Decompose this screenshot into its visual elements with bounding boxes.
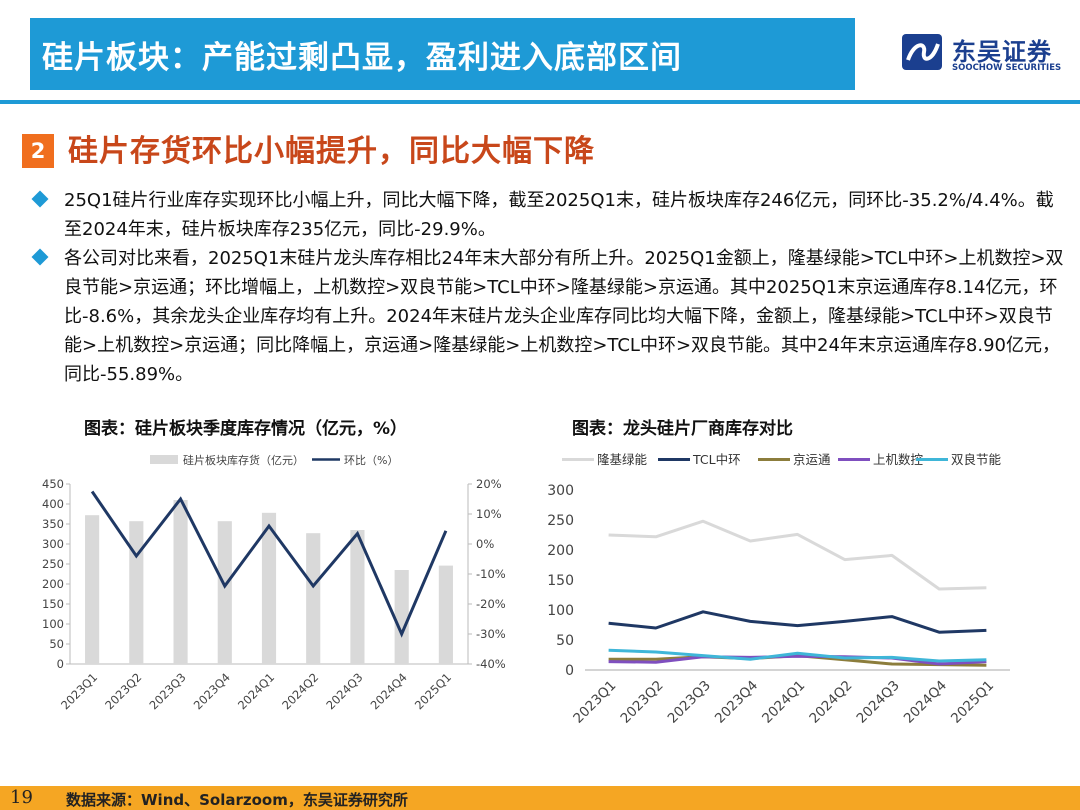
- legend-label-bars: 硅片板块库存货（亿元）: [183, 453, 304, 467]
- page-title: 硅片板块：产能过剩凸显，盈利进入底部区间: [30, 18, 855, 90]
- legend-label-line: 环比（%）: [344, 454, 398, 467]
- x-tick-label: 2024Q1: [235, 670, 277, 712]
- section-number: 2: [22, 134, 54, 168]
- x-tick-label: 2024Q2: [806, 678, 855, 727]
- logo-name-cn: 东吴证券: [952, 38, 1052, 66]
- y-tick-label-right: -20%: [476, 597, 506, 611]
- diamond-bullet-icon: [31, 190, 49, 208]
- legend-label: 双良节能: [951, 452, 1002, 467]
- x-tick-label: 2025Q1: [948, 678, 997, 727]
- bar: [129, 521, 144, 664]
- bar: [350, 530, 365, 664]
- y-tick-label-right: 0%: [476, 537, 494, 551]
- series-line: [608, 648, 987, 663]
- series-line: [608, 610, 987, 634]
- y-tick-label-right: 10%: [476, 507, 502, 521]
- bar: [261, 512, 277, 664]
- page-number: 19: [10, 787, 33, 808]
- y-tick-label-left: 150: [42, 597, 64, 611]
- x-tick-label: 2023Q4: [191, 670, 233, 712]
- y-tick-label-right: -10%: [476, 567, 506, 581]
- y-tick-label-right: 20%: [476, 477, 502, 491]
- data-source: 数据来源：Wind、Solarzoom，东吴证券研究所: [66, 791, 408, 809]
- x-tick-label: 2024Q1: [759, 678, 808, 727]
- bar: [438, 565, 453, 664]
- x-tick-label: 2024Q3: [854, 678, 903, 727]
- logo-mark-icon: [902, 34, 942, 70]
- bullet-item: 25Q1硅片行业库存实现环比小幅上升，同比大幅下降，截至2025Q1末，硅片板块…: [30, 186, 1070, 244]
- y-tick-label: 200: [547, 543, 574, 559]
- x-tick-label: 2024Q4: [368, 670, 410, 712]
- chart-1-title: 图表：硅片板块季度库存情况（亿元，%）: [84, 419, 408, 439]
- bar: [306, 533, 321, 664]
- x-tick-label: 2023Q2: [102, 670, 144, 712]
- bar: [394, 570, 409, 664]
- y-tick-label: 0: [565, 663, 574, 679]
- y-tick-label-left: 0: [57, 657, 64, 671]
- x-tick-label: 2024Q4: [901, 678, 950, 727]
- legend-label: 上机数控: [873, 452, 924, 467]
- series-line: [608, 519, 987, 591]
- y-tick-label-left: 50: [49, 637, 64, 651]
- bar: [173, 500, 188, 664]
- bar: [85, 515, 100, 664]
- inventory-bar-line-chart: 硅片板块库存货（亿元） 环比（%） 0 50 100 150 200 250 300 350 400…: [42, 453, 506, 712]
- y-tick-label-left: 450: [42, 477, 64, 491]
- y-tick-label-left: 400: [42, 497, 64, 511]
- legend-swatch-bars: [150, 455, 178, 464]
- x-tick-label: 2024Q2: [279, 670, 321, 712]
- header-divider: [0, 100, 1080, 104]
- x-tick-label: 2023Q3: [665, 678, 714, 727]
- bar: [217, 521, 232, 664]
- footer-bar: [0, 786, 1080, 810]
- legend-label: 京运通: [793, 452, 831, 467]
- y-tick-label: 100: [547, 603, 574, 619]
- x-tick-label: 2023Q3: [147, 670, 189, 712]
- y-tick-label-left: 200: [42, 577, 64, 591]
- y-tick-label: 150: [547, 573, 574, 589]
- x-tick-label: 2024Q3: [323, 670, 365, 712]
- x-tick-label: 2023Q1: [570, 678, 619, 727]
- legend-label: TCL中环: [692, 452, 741, 467]
- company-logo: 东吴证券 SOOCHOW SECURITIES: [900, 30, 1065, 78]
- series-line: [608, 654, 987, 666]
- chart-2-title: 图表：龙头硅片厂商库存对比: [572, 419, 793, 439]
- logo-name-en: SOOCHOW SECURITIES: [952, 63, 1062, 73]
- x-tick-label: 2023Q1: [58, 670, 100, 712]
- y-tick-label: 300: [547, 483, 574, 499]
- y-tick-label-right: -30%: [476, 627, 506, 641]
- y-tick-label-left: 250: [42, 557, 64, 571]
- bullet-list: 25Q1硅片行业库存实现环比小幅上升，同比大幅下降，截至2025Q1末，硅片板块…: [30, 186, 1070, 389]
- bullet-text: 各公司对比来看，2025Q1末硅片龙头库存相比24年末大部分有所上升。2025Q…: [64, 248, 1064, 385]
- legend-label: 隆基绿能: [597, 452, 648, 467]
- y-tick-label: 250: [547, 513, 574, 529]
- section-title: 硅片存货环比小幅提升，同比大幅下降: [68, 134, 595, 169]
- y-tick-label-left: 350: [42, 517, 64, 531]
- x-tick-label: 2025Q1: [412, 670, 454, 712]
- bullet-item: 各公司对比来看，2025Q1末硅片龙头库存相比24年末大部分有所上升。2025Q…: [30, 244, 1070, 389]
- y-tick-label-right: -40%: [476, 657, 506, 671]
- diamond-bullet-icon: [31, 248, 49, 266]
- y-tick-label-left: 300: [42, 537, 64, 551]
- x-tick-label: 2023Q4: [712, 678, 761, 727]
- company-inventory-line-chart: 隆基绿能 TCL中环 京运通 上机数控 双良节能 0 50 100 150 200 250 300 20…: [547, 452, 1010, 727]
- series-line: [90, 490, 448, 638]
- bullet-text: 25Q1硅片行业库存实现环比小幅上升，同比大幅下降，截至2025Q1末，硅片板块…: [64, 190, 1054, 240]
- x-tick-label: 2023Q2: [617, 678, 666, 727]
- y-tick-label-left: 100: [42, 617, 64, 631]
- y-tick-label: 50: [556, 633, 574, 649]
